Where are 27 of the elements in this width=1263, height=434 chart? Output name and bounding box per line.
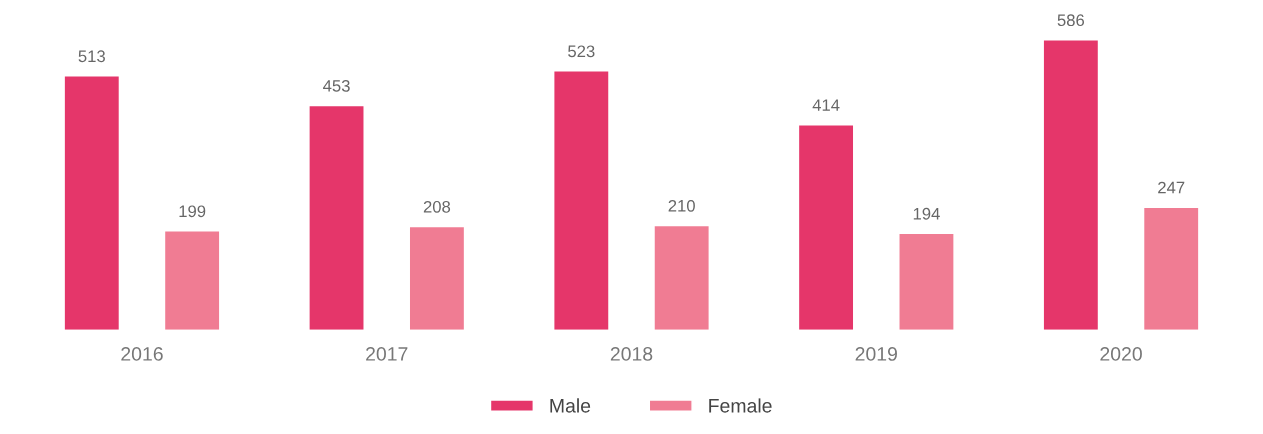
data-label: 247: [1158, 181, 1185, 194]
x-tick-label: 2016: [121, 347, 163, 361]
x-tick-label: 2018: [610, 347, 653, 361]
data-label: 523: [568, 45, 595, 58]
bar: [899, 234, 954, 330]
data-label: 586: [1057, 14, 1085, 27]
legend-label: Male: [550, 398, 591, 413]
data-label: 208: [423, 200, 451, 213]
bar: [654, 226, 709, 330]
bar: [799, 125, 854, 330]
data-label: 210: [668, 199, 695, 212]
x-tick-label: 2017: [366, 347, 408, 361]
data-label: 513: [78, 50, 105, 63]
bar: [1144, 207, 1199, 330]
legend-label: Female: [709, 398, 772, 413]
bar: [409, 227, 464, 330]
data-label: 194: [913, 207, 940, 220]
bar: [554, 71, 609, 330]
data-label: 199: [179, 205, 206, 218]
bar: [165, 231, 220, 330]
x-tick-label: 2020: [1100, 347, 1142, 361]
bar: [1043, 40, 1098, 330]
data-label: 453: [323, 79, 350, 92]
data-label: 414: [812, 99, 840, 111]
bar: [309, 106, 364, 330]
x-tick-label: 2019: [855, 347, 897, 361]
bar: [64, 76, 119, 330]
